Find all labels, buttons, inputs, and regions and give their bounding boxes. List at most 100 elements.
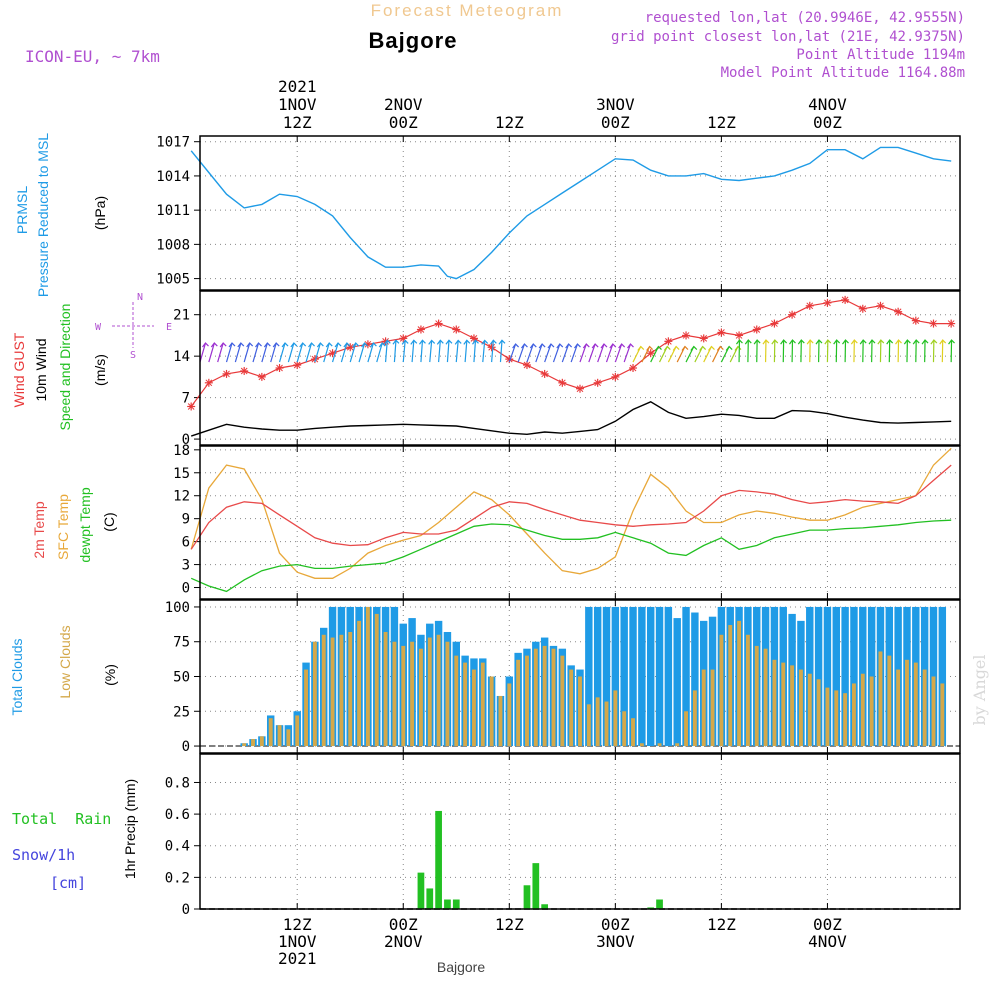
gust-marker: [487, 343, 496, 352]
total-cloud-bar: [841, 606, 849, 747]
total-cloud-bar: [850, 606, 858, 747]
compass-north: N: [137, 292, 143, 303]
low-cloud-bar: [772, 659, 777, 747]
gust-marker: [593, 378, 602, 387]
top-time-label: 00Z: [813, 113, 842, 132]
cloud-panel-labels: Total Clouds Low Clouds (%): [9, 625, 118, 715]
low-cloud-bar: [613, 690, 618, 747]
wind-compass-icon: N S W E: [95, 292, 172, 361]
low-cloud-bar: [268, 718, 273, 747]
low-cloud-bar: [295, 715, 300, 747]
total-cloud-bar: [814, 606, 823, 747]
low-cloud-bar: [745, 634, 750, 747]
gust-marker: [664, 337, 673, 346]
gust-marker: [452, 325, 461, 334]
gust-marker: [894, 307, 903, 316]
top-time-label: 00Z: [601, 113, 630, 132]
wind-direction-arrow: [632, 345, 645, 363]
low-cloud-bar: [472, 669, 476, 747]
wind-direction-arrow: [579, 343, 590, 363]
wind-direction-arrow: [270, 342, 280, 363]
gust-marker: [699, 334, 708, 343]
compass-west: W: [95, 322, 102, 333]
precip-panel: 0 0.2 0.4 0.6 0.8: [165, 754, 960, 918]
wind-direction-arrow: [331, 342, 342, 363]
gust-marker: [805, 301, 814, 310]
wind-direction-arrow: [489, 339, 497, 363]
point-altitude: Point Altitude 1194m: [796, 47, 965, 63]
model-label: ICON-EU, ~ 7km: [25, 47, 160, 66]
wind-direction-arrow: [720, 345, 733, 363]
gust-marker: [823, 298, 832, 307]
wind-direction-arrow: [650, 345, 662, 363]
wind-direction-arrow: [243, 342, 254, 363]
low-cloud-bar: [374, 613, 379, 747]
low-cloud-bar: [348, 631, 353, 747]
low-cloud-bar: [807, 673, 812, 747]
y-tick-label: 9: [182, 512, 190, 528]
low-cloud-bar: [860, 673, 865, 747]
wind-direction-arrow: [780, 339, 788, 363]
wind-direction-arrow: [234, 342, 245, 363]
watermark: by Angel: [970, 654, 989, 725]
bottom-time-label: 00Z: [813, 915, 842, 934]
low-cloud-bar: [312, 641, 317, 747]
low-clouds-label: Low Clouds: [57, 625, 73, 698]
y-tick-label: 7: [182, 391, 190, 407]
low-cloud-bar: [622, 711, 627, 747]
pressure-line: [190, 146, 952, 280]
y-tick-label: 0: [182, 581, 190, 597]
wind-direction-arrow: [948, 339, 955, 363]
rain-bar: [532, 863, 540, 909]
wind-direction-arrow: [454, 339, 462, 363]
low-cloud-bar: [436, 634, 441, 747]
gust-marker: [416, 325, 425, 334]
wind-direction-arrow: [570, 343, 581, 363]
y-tick-label: 1005: [156, 272, 190, 288]
low-cloud-bar: [569, 669, 574, 747]
dewpt-label: dewpt Temp: [77, 487, 93, 562]
sfc-temp-line: [190, 447, 952, 579]
wind-panel-labels: Wind GUST 10m Wind Speed and Direction (…: [11, 292, 172, 430]
wind-direction-arrow: [481, 339, 489, 363]
y-tick-label: 14: [173, 349, 190, 365]
top-time-label: 4NOV: [808, 95, 847, 114]
temp-panel-labels: 2m Temp SFC Temp dewpt Temp (C): [31, 487, 117, 562]
bottom-time-label: 00Z: [601, 915, 630, 934]
low-cloud-bar: [913, 662, 918, 747]
gust-marker: [735, 331, 744, 340]
low-cloud-bar: [489, 676, 494, 747]
gust-marker: [629, 364, 638, 372]
wind-direction-arrow: [685, 345, 698, 363]
low-cloud-bar: [878, 651, 883, 747]
temperature-panel: 0 3 6 9 12 15 18: [173, 443, 960, 599]
bottom-time-label: 12Z: [707, 915, 736, 934]
snow-label: Snow/1h: [12, 846, 75, 864]
wind-direction-arrow: [939, 339, 947, 363]
wind-direction-arrow: [729, 345, 742, 363]
wind-direction-arrow: [930, 339, 938, 363]
low-cloud-bar: [905, 659, 909, 747]
wind-direction-arrow: [552, 343, 564, 363]
gust-marker: [788, 310, 797, 319]
y-tick-label: 6: [182, 535, 190, 551]
top-time-label: 12Z: [283, 113, 312, 132]
wind-panel: 0 7 14 21: [173, 291, 960, 448]
low-cloud-bar: [533, 648, 538, 747]
wind-direction-arrow: [561, 343, 573, 363]
gust-marker: [399, 334, 408, 343]
wind-direction-arrow: [735, 339, 743, 363]
wind-unit: (m/s): [92, 354, 108, 386]
wind-10m-label: 10m Wind: [33, 338, 49, 401]
low-cloud-bar: [418, 648, 423, 747]
wind-direction-arrow: [261, 342, 271, 363]
panel-border: [199, 445, 961, 600]
total-cloud-bar: [620, 606, 628, 747]
y-tick-label: 1008: [156, 237, 190, 253]
low-cloud-bar: [259, 736, 264, 747]
wind-direction-arrow: [401, 339, 409, 363]
y-tick-label: 0.4: [165, 839, 190, 855]
low-cloud-bar: [869, 676, 874, 747]
low-cloud-bar: [401, 645, 406, 747]
y-tick-label: 0.8: [165, 775, 190, 791]
